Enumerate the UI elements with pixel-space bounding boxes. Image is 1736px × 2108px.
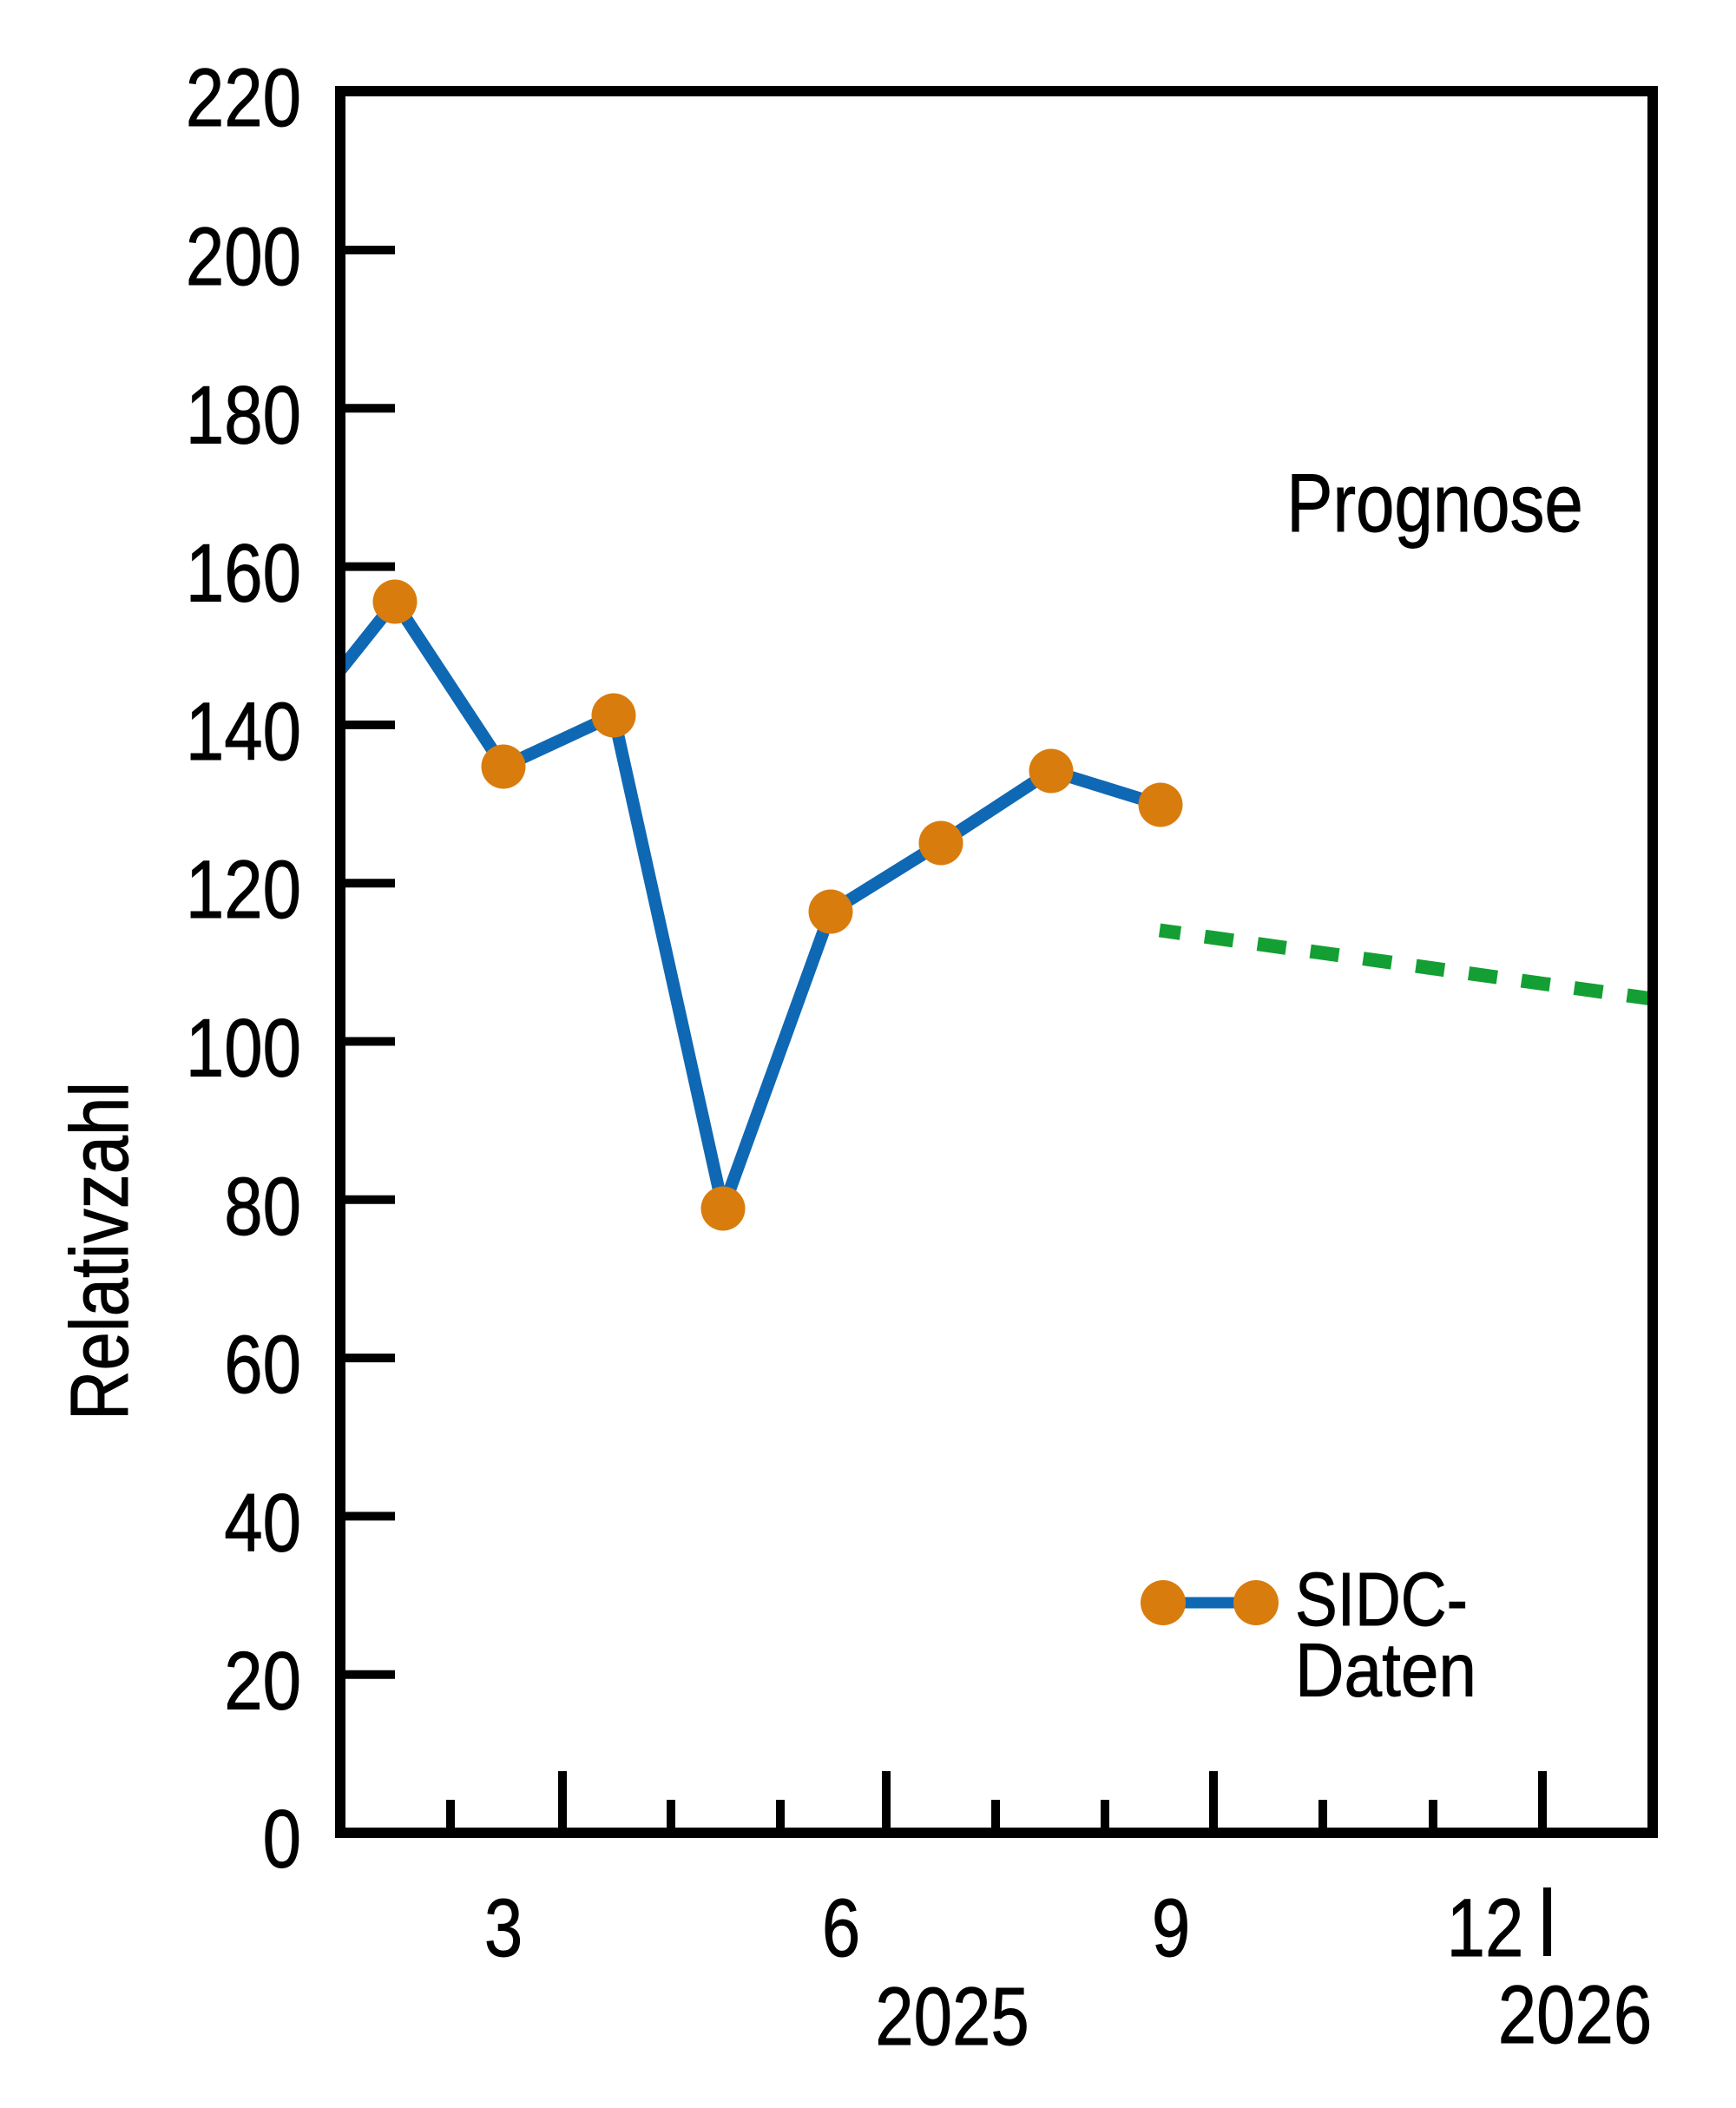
svg-text:160: 160 bbox=[186, 527, 301, 619]
svg-text:Daten: Daten bbox=[1295, 1628, 1476, 1713]
svg-text:2025: 2025 bbox=[875, 1970, 1029, 2062]
svg-text:SIDC-: SIDC- bbox=[1295, 1558, 1468, 1642]
svg-text:60: 60 bbox=[224, 1319, 301, 1411]
svg-text:9: 9 bbox=[1152, 1881, 1190, 1973]
svg-text:12: 12 bbox=[1447, 1881, 1524, 1973]
svg-text:180: 180 bbox=[186, 369, 301, 461]
svg-text:20: 20 bbox=[224, 1635, 301, 1727]
svg-text:40: 40 bbox=[224, 1477, 301, 1569]
svg-text:0: 0 bbox=[263, 1793, 301, 1885]
svg-text:2026: 2026 bbox=[1498, 1968, 1653, 2060]
svg-text:Relativzahl: Relativzahl bbox=[53, 1082, 145, 1420]
svg-text:120: 120 bbox=[186, 844, 301, 936]
svg-text:220: 220 bbox=[186, 51, 301, 143]
svg-text:140: 140 bbox=[186, 685, 301, 777]
svg-text:80: 80 bbox=[224, 1160, 301, 1252]
svg-text:6: 6 bbox=[822, 1881, 860, 1973]
svg-text:100: 100 bbox=[186, 1002, 301, 1094]
svg-text:3: 3 bbox=[484, 1881, 523, 1973]
svg-text:Prognose: Prognose bbox=[1286, 457, 1583, 549]
svg-text:200: 200 bbox=[186, 210, 301, 302]
